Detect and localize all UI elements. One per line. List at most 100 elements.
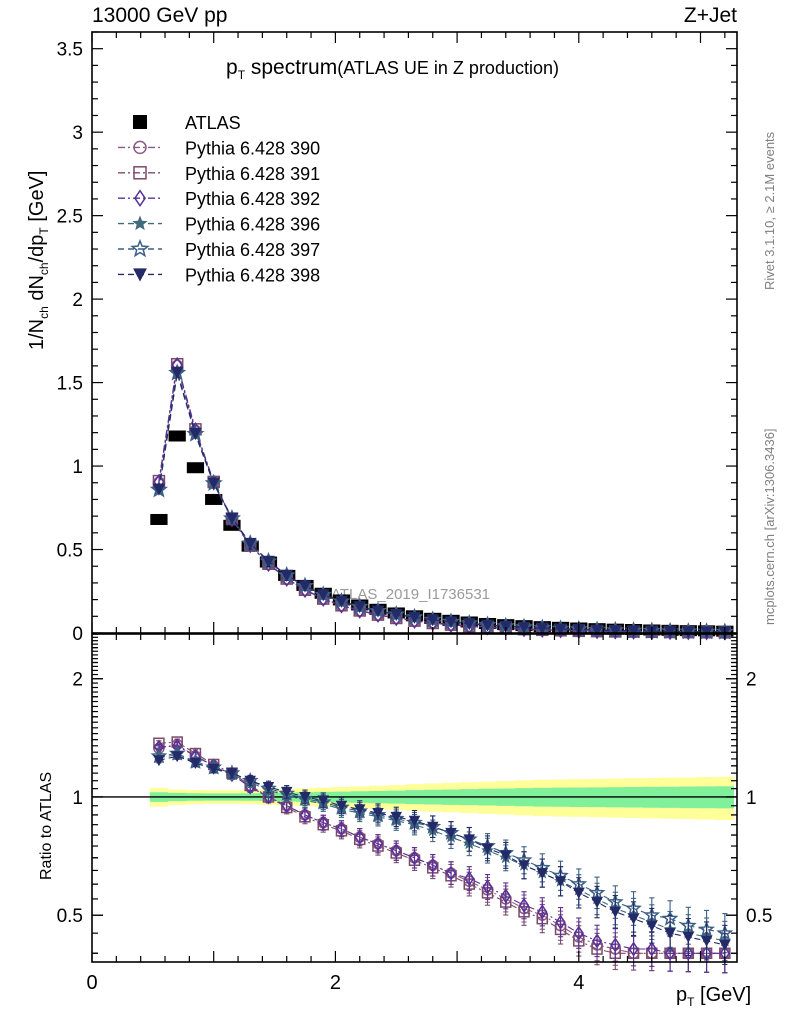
series-ratio-Pythia-6-428-391: [153, 736, 731, 974]
marker: [243, 537, 257, 550]
series-line: [158, 365, 725, 634]
legend-label: ATLAS: [185, 113, 241, 133]
marker: [170, 366, 184, 379]
main-series-group: [149, 356, 734, 641]
series-line: [158, 372, 725, 633]
legend-entry-5[interactable]: Pythia 6.428 397: [118, 238, 320, 260]
marker: [281, 798, 292, 814]
y-tick-label-main: 3: [72, 123, 83, 144]
y-tick-label-main: 3.5: [57, 40, 83, 61]
series-line: [158, 364, 725, 634]
uncertainty-bands-group: [149, 776, 734, 820]
marker: [132, 215, 148, 231]
marker: [298, 580, 312, 593]
marker: [464, 870, 475, 887]
marker: [353, 804, 366, 816]
legend-label: Pythia 6.428 398: [185, 265, 320, 285]
series-main-Pythia-6-428-392: [153, 356, 731, 641]
marker: [481, 843, 494, 855]
legend-entry-0[interactable]: ATLAS: [133, 113, 241, 133]
marker: [318, 815, 329, 831]
marker: [700, 935, 713, 947]
marker: [591, 897, 603, 909]
x-tick-label: 0: [86, 972, 97, 994]
marker: [225, 512, 239, 525]
marker: [168, 430, 186, 442]
marker: [610, 937, 621, 953]
legend-entry-6[interactable]: Pythia 6.428 398: [118, 265, 320, 285]
marker: [133, 268, 147, 282]
series-line: [158, 743, 725, 954]
plot-title-paren: (ATLAS UE in Z production): [337, 58, 559, 78]
series-main-Pythia-6-428-397: [149, 363, 734, 640]
marker: [280, 786, 293, 798]
series-line: [158, 373, 725, 633]
legend-label: Pythia 6.428 392: [185, 189, 320, 209]
legend-entry-1[interactable]: Pythia 6.428 390: [118, 138, 320, 158]
legend-group: ATLAS Pythia 6.428 390 Pythia 6.428 391 Pyt…: [118, 113, 320, 285]
marker: [608, 624, 622, 638]
marker: [152, 483, 166, 496]
series-ratio-Pythia-6-428-392: [153, 738, 730, 974]
marker: [663, 625, 677, 639]
marker: [130, 238, 150, 258]
marker: [390, 811, 402, 823]
marker: [554, 623, 567, 636]
marker: [262, 555, 275, 568]
marker: [354, 829, 365, 845]
marker: [444, 616, 458, 629]
series-line: [158, 745, 725, 954]
x-tick-label: 4: [573, 972, 584, 994]
marker: [518, 860, 530, 872]
series-main-ATLAS: [150, 430, 734, 637]
x-tick-label: 2: [330, 972, 341, 994]
marker: [189, 428, 202, 441]
y-tick-label-main: 1.5: [57, 374, 83, 395]
series-main-Pythia-6-428-398: [152, 366, 732, 639]
marker: [408, 611, 421, 624]
marker: [189, 758, 202, 770]
legend-entry-2[interactable]: Pythia 6.428 391: [118, 164, 320, 184]
marker: [186, 462, 205, 474]
legend-label: Pythia 6.428 390: [185, 138, 320, 158]
marker: [591, 933, 603, 949]
header-process: Z+Jet: [683, 4, 737, 27]
marker: [408, 815, 421, 827]
marker: [262, 782, 275, 794]
y-tick-label-ratio-right: 2: [746, 670, 757, 691]
y-tick-label-ratio-left: 2: [72, 670, 83, 691]
marker: [518, 897, 530, 913]
marker: [517, 621, 531, 634]
marker: [573, 925, 584, 941]
marker: [500, 850, 512, 862]
plot-title-pt-sub: T: [237, 68, 246, 83]
marker: [335, 595, 348, 608]
series-line: [158, 364, 725, 634]
marker: [482, 879, 493, 895]
marker: [463, 834, 476, 846]
y-tick-label-main: 0.5: [57, 541, 83, 562]
marker: [628, 941, 639, 957]
marker: [664, 945, 676, 961]
marker: [481, 619, 494, 632]
marker: [389, 608, 403, 622]
series-line: [158, 372, 725, 633]
ratio-series-group: [150, 736, 734, 974]
marker: [646, 920, 658, 932]
y-tick-label-ratio-right: 1: [746, 788, 757, 809]
marker: [537, 904, 548, 920]
marker: [646, 941, 657, 957]
series-line: [158, 741, 725, 954]
axis-ticks-group: [91, 31, 737, 962]
legend-entry-4[interactable]: Pythia 6.428 396: [118, 215, 320, 235]
series-main-Pythia-6-428-396: [151, 365, 732, 638]
marker: [299, 807, 311, 823]
marker: [336, 821, 347, 837]
y-tick-label-main: 0: [72, 624, 83, 645]
marker: [372, 836, 384, 852]
legend-entry-3[interactable]: Pythia 6.428 392: [118, 189, 320, 209]
marker: [426, 614, 440, 627]
legend-label: Pythia 6.428 391: [185, 164, 320, 184]
